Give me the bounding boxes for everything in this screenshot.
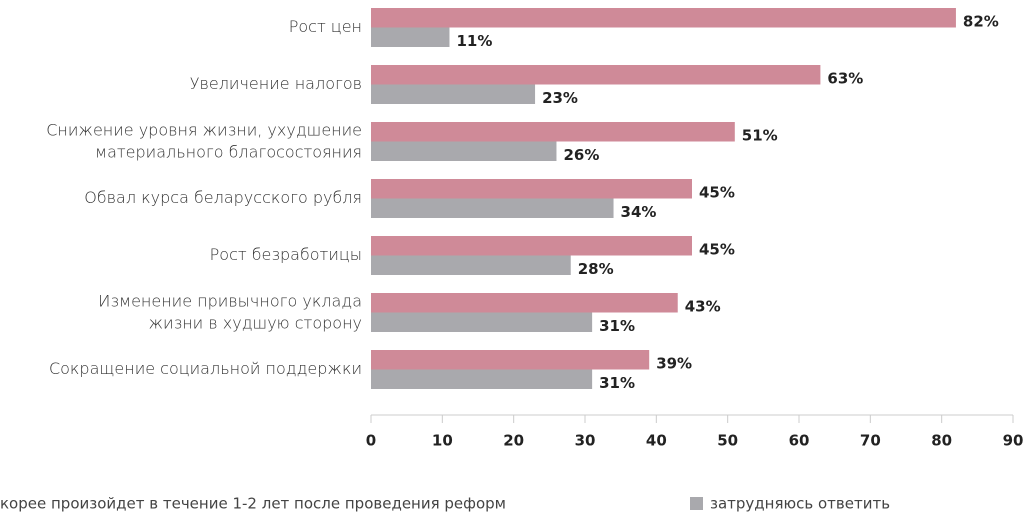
- bar: [371, 236, 692, 256]
- x-tick-label: 80: [931, 432, 952, 450]
- x-tick-label: 0: [366, 432, 376, 450]
- value-label: 28%: [578, 260, 614, 278]
- x-tick-label: 70: [860, 432, 881, 450]
- value-label: 45%: [699, 240, 735, 258]
- value-label: 31%: [599, 317, 635, 335]
- value-label: 43%: [685, 297, 721, 315]
- bar: [371, 84, 536, 104]
- value-label: 34%: [621, 203, 657, 221]
- value-label: 63%: [827, 69, 863, 87]
- value-label: 31%: [599, 374, 635, 392]
- category-label: Снижение уровня жизни, ухудшение материал…: [46, 120, 362, 161]
- bar: [371, 312, 593, 332]
- bar: [371, 255, 571, 275]
- x-tick-label: 50: [717, 432, 738, 450]
- legend-swatch: [690, 497, 703, 510]
- value-label: 51%: [742, 126, 778, 144]
- category-label: Рост цен: [289, 17, 362, 36]
- bar: [371, 293, 678, 313]
- category-label: Обвал курса беларусского рубля: [84, 188, 362, 207]
- bar: [371, 179, 692, 199]
- value-label: 11%: [456, 32, 492, 50]
- value-label: 45%: [699, 183, 735, 201]
- category-label: Увеличение налогов: [190, 74, 362, 93]
- value-label: 82%: [963, 12, 999, 30]
- bar: [371, 369, 593, 389]
- value-label: 26%: [563, 146, 599, 164]
- bar: [371, 198, 614, 218]
- bar: [371, 65, 821, 85]
- x-tick-label: 60: [789, 432, 810, 450]
- bar: [371, 27, 450, 47]
- category-label: Сокращение социальной поддержки: [49, 359, 362, 378]
- x-tick-label: 90: [1003, 432, 1024, 450]
- x-tick-label: 10: [432, 432, 453, 450]
- x-tick-label: 40: [646, 432, 667, 450]
- category-label: Рост безработицы: [210, 245, 362, 264]
- category-label: Изменение привычного уклада жизни в худшу…: [98, 291, 362, 332]
- bar: [371, 122, 735, 142]
- value-label: 39%: [656, 354, 692, 372]
- bar: [371, 141, 557, 161]
- bar: [371, 8, 956, 28]
- x-tick-label: 30: [575, 432, 596, 450]
- legend-label: затрудняюсь ответить: [710, 495, 890, 513]
- x-tick-label: 20: [503, 432, 524, 450]
- value-label: 23%: [542, 89, 578, 107]
- bar: [371, 350, 650, 370]
- legend-label: корее произойдет в течение 1-2 лет после…: [0, 495, 506, 513]
